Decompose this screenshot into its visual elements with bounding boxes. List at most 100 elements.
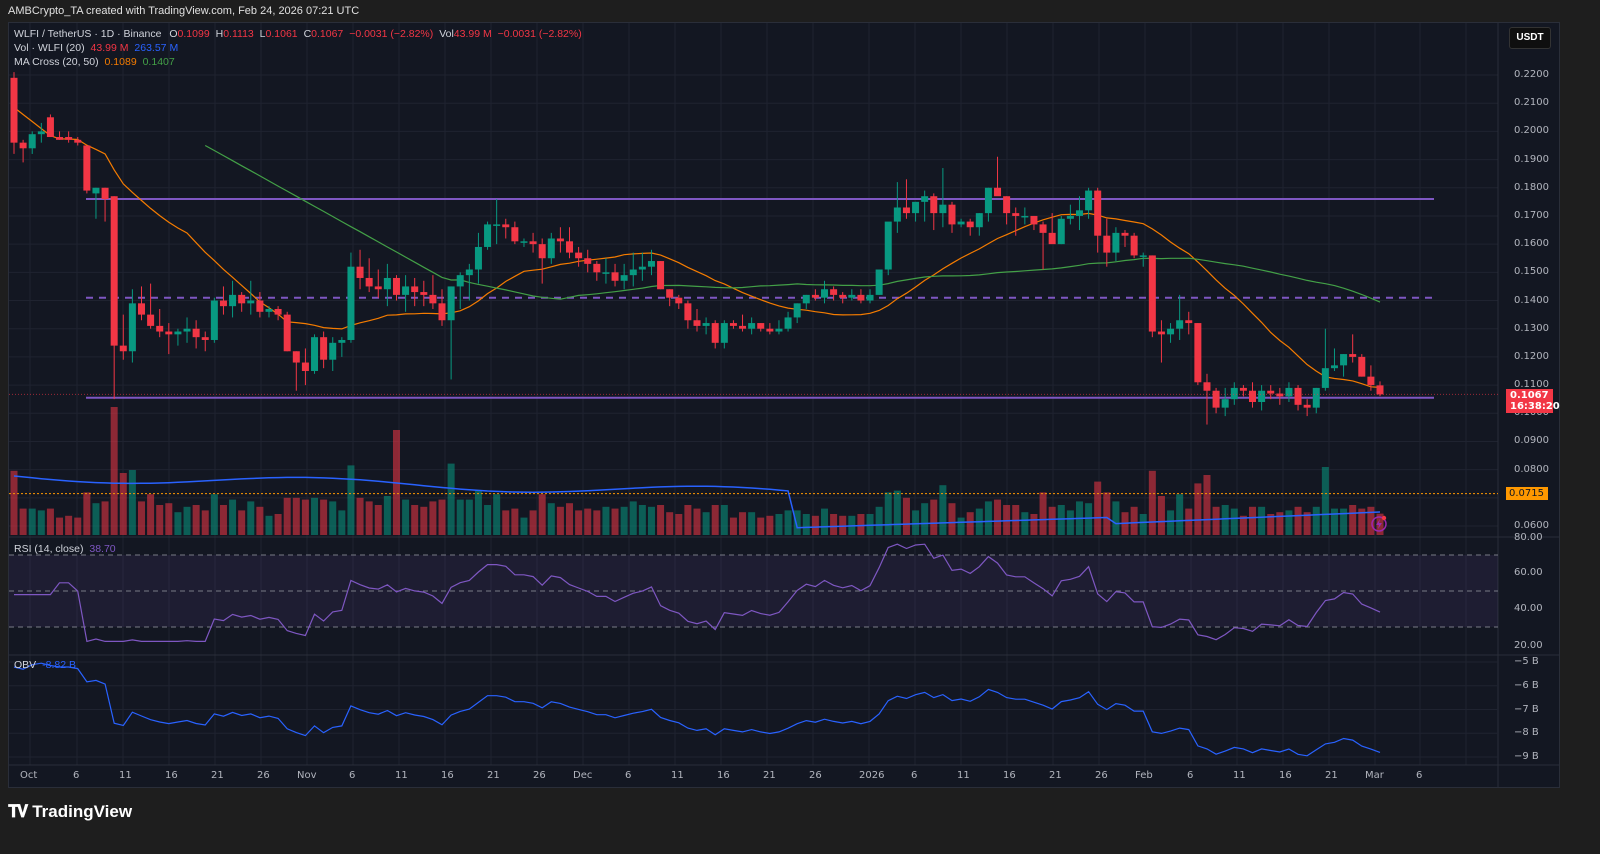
candle-body [147,314,155,326]
candle-body [383,277,391,290]
volume-bar [1176,494,1184,535]
candle-body [128,303,136,352]
candle-body [329,342,337,360]
volume-legend[interactable]: Vol · WLFI (20) 43.99 M 263.57 M [14,42,178,54]
candle-body [156,325,164,332]
volume-bar [183,506,191,535]
candle-body [584,258,592,264]
currency-button[interactable]: USDT [1509,27,1551,49]
candle-body [948,204,956,225]
candle-body [174,331,182,335]
time-axis-label: 11 [119,770,132,781]
volume-bar [347,465,355,535]
obv-line [13,662,1381,757]
volume-bar [602,506,610,535]
volume-bar [74,517,82,535]
volume-bar [720,505,728,535]
time-axis-label: 6 [73,770,80,781]
volume-bar [520,517,528,535]
candle-body [56,137,64,140]
candle-body [1376,385,1384,395]
candle-body [292,351,300,363]
candle-body [1003,196,1011,214]
time-axis-label: 6 [349,770,356,781]
candle-body [210,300,218,340]
candle-body [793,303,801,318]
candle-body [65,137,73,140]
volume-bar [620,506,628,535]
volume-bar [1221,505,1229,535]
candle-body [1085,190,1093,211]
time-axis-label: 11 [1233,770,1246,781]
rsi-axis-label: 80.00 [1514,532,1543,543]
candle-body [857,294,865,301]
obv-axis-label: −9 B [1514,751,1539,762]
candle-body [984,187,992,214]
time-axis-label: 16 [1279,770,1292,781]
candle-body [83,145,91,191]
time-axis-label: 6 [625,770,632,781]
volume-legend-value: 43.99 M [90,42,129,54]
candle-body [493,224,501,226]
candle-body [1358,356,1366,377]
candle-body [1167,328,1175,335]
volume-bar [1303,512,1311,535]
candle-body [19,142,27,149]
time-axis-label: 6 [1187,770,1194,781]
symbol-name[interactable]: WLFI / TetherUS · 1D · Binance [14,28,162,40]
volume-bar [83,492,91,535]
candle-body [611,272,619,281]
ma-cross-legend[interactable]: MA Cross (20, 50) 0.1089 0.1407 [14,56,175,68]
chart-frame[interactable] [8,22,1560,788]
candle-body [1121,232,1129,236]
volume-bar [1285,510,1293,535]
vol-value: 43.99 M [453,28,492,40]
volume-bar [802,514,810,535]
symbol-legend[interactable]: WLFI / TetherUS · 1D · Binance O0.1099 H… [14,28,582,40]
candle-body [1249,390,1257,403]
tradingview-brand[interactable]: 𝐓𝐕 TradingView [8,802,132,822]
volume-bar [19,508,27,535]
candle-body [811,294,819,298]
volume-bar [1194,483,1202,535]
open-value: 0.1099 [177,28,210,40]
candle-body [1176,320,1184,329]
volume-bar [647,506,655,535]
candle-body [566,241,574,253]
candle-body [1349,354,1357,357]
candle-body [429,294,437,304]
obv-legend[interactable]: OBV -8.82 B [14,659,76,671]
volume-bar [1358,508,1366,535]
low-level-tag: 0.0715 [1506,487,1548,500]
volume-bar [1294,506,1302,535]
volume-bar [529,510,537,535]
volume-bar [311,497,319,535]
volume-bar [329,501,337,535]
volume-bar [966,512,974,535]
lightning-alert-icon [1371,516,1387,532]
last-price-value: 0.1067 [1510,390,1549,401]
obv-axis-label: −7 B [1514,703,1539,715]
volume-bar [566,503,574,535]
volume-bar [411,505,419,535]
candle-body [994,187,1002,197]
volume-bar [1148,470,1156,535]
ma-slow-value: 0.1407 [142,56,175,68]
rsi-legend[interactable]: RSI (14, close) 38.70 [14,543,116,555]
candle-body [1294,387,1302,405]
candle-body [1312,387,1320,408]
candle-body [720,323,728,343]
time-axis-label: 21 [487,770,500,781]
time-axis-label: Feb [1135,770,1153,781]
volume-bar [37,510,45,535]
rsi-axis-label: 60.00 [1514,567,1543,578]
time-axis-label: Mar [1365,770,1384,781]
price-axis-label: 0.1200 [1514,350,1549,362]
candle-body [830,289,838,295]
candle-body [256,300,264,312]
volume-bar [784,510,792,535]
candle-body [1258,390,1266,403]
volume-bar [729,517,737,535]
candle-body [311,337,319,371]
